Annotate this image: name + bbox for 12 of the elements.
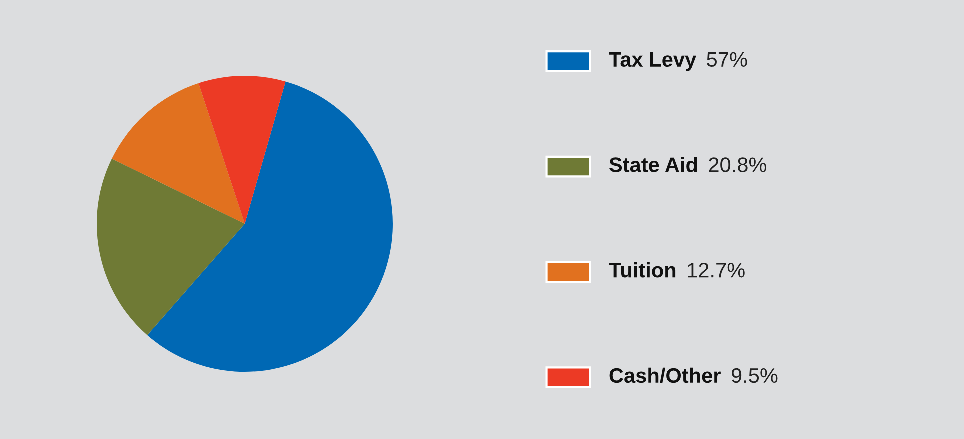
- pie-slice: [198, 76, 286, 224]
- legend-label: Cash/Other: [610, 368, 721, 384]
- legend-label: State Aid: [610, 157, 698, 172]
- pie-slice: [148, 82, 393, 372]
- data-label: 57%: [707, 52, 748, 68]
- data-label: 20.8%: [709, 158, 767, 172]
- data-label: 12.7%: [688, 263, 745, 278]
- legend-label: Tax Levy: [609, 52, 696, 72]
- data-label: 9.5%: [732, 368, 778, 384]
- legend-label: Tuition: [609, 262, 676, 278]
- pie-slice: [112, 83, 245, 224]
- pie-slice: [97, 158, 245, 336]
